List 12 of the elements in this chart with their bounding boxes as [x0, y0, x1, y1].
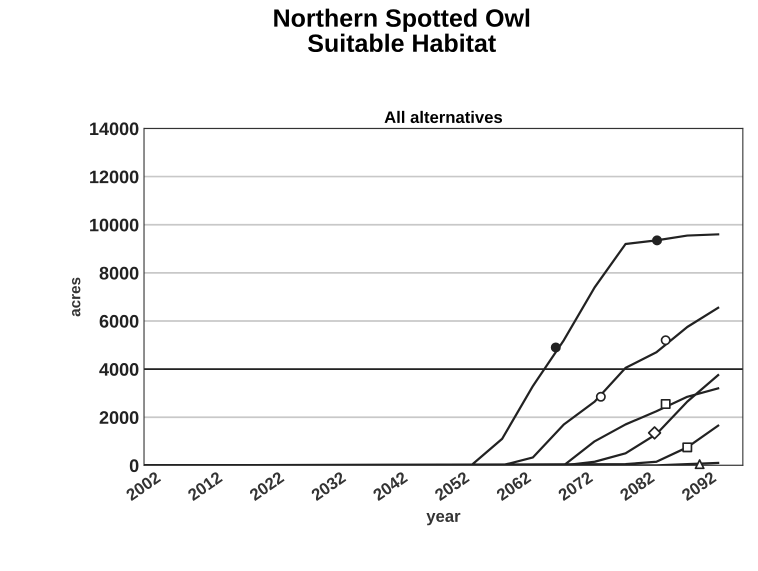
x-axis-title: year — [426, 512, 460, 526]
chart-subtitle: All alternatives — [384, 110, 502, 124]
y-tick-label: 6000 — [100, 314, 138, 328]
y-tick-label: 10000 — [90, 218, 138, 232]
y-tick-label: 2000 — [100, 411, 138, 424]
y-tick-label: 4000 — [99, 363, 138, 376]
y-tick-label: 12000 — [90, 170, 138, 184]
y-tick-label: 14000 — [90, 122, 138, 136]
y-axis-title: acres — [72, 278, 80, 316]
y-tick-label: 0 — [130, 459, 138, 472]
chart-title: Northern Spotted Owl Suitable Habitat — [274, 8, 530, 52]
y-tick-label: 8000 — [100, 266, 138, 280]
